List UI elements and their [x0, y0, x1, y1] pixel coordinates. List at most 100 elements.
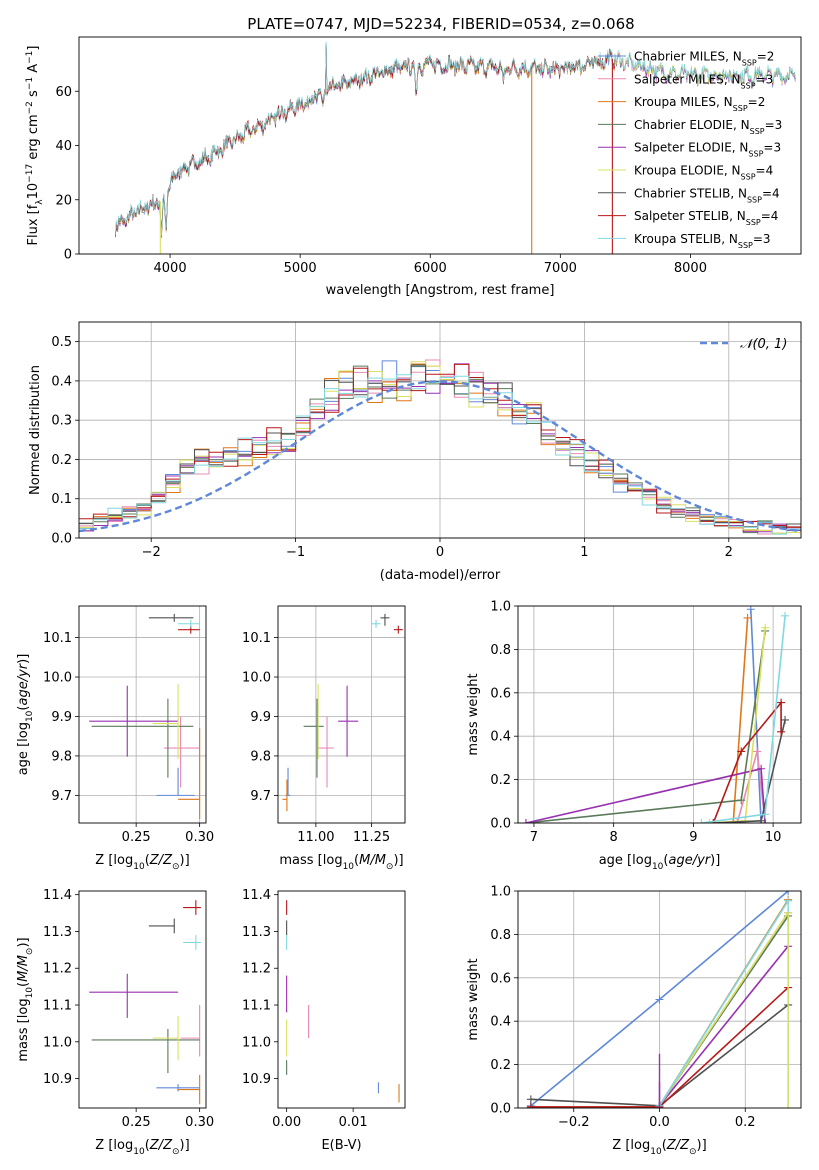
y-tick-label: 9.8: [250, 749, 271, 764]
weight-marker: [655, 995, 664, 1004]
weight-line: [658, 900, 789, 1107]
error-bar-point: [178, 1074, 201, 1105]
weight-marker: [777, 727, 786, 736]
y-tick-label: 0.2: [490, 773, 511, 788]
figure-title: PLATE=0747, MJD=52234, FIBERID=0534, z=0…: [247, 15, 634, 33]
x-tick-label: 0.2: [735, 1115, 756, 1130]
x-tick-label: 4000: [154, 261, 187, 276]
y-tick-label: 0.8: [490, 928, 511, 943]
chart-mass_vs_Z: 0.25 0.30 10.9 11.0 11.1 11.2 11.3 11.4 Z [log10…: [16, 888, 214, 1157]
chart-mass_vs_EBV: 0.00 0.01 10.9 11.0 11.1 11.2 11.3 11.4 E(B-V): [242, 888, 406, 1153]
y-tick-label: 1.0: [490, 600, 511, 615]
y-tick-label: 10.9: [242, 1072, 271, 1087]
chart-residual_histogram: −2 −1 0 1 2 0.0 0.1 0.2 0.3 0.4 0.5 𝒩(0, 1) (data-mo…: [28, 321, 802, 583]
x-tick-label: 0.00: [272, 1115, 301, 1130]
chart-age_vs_Z: 0.25 0.30 9.7 9.8 9.9 10.0 10.1 Z [log10(Z/Z⊙)]…: [16, 605, 214, 872]
y-tick-label: 11.1: [43, 999, 72, 1014]
spectrum-line: [115, 47, 626, 238]
plot-area: [79, 359, 801, 535]
axes-frame: [277, 605, 406, 824]
weight-marker: [709, 819, 718, 823]
error-bar-point: [156, 767, 195, 796]
x-tick-label: −1: [286, 545, 305, 560]
y-tick-label: 0.6: [490, 971, 511, 986]
y-tick-label: 0: [64, 248, 72, 263]
weight-marker: [757, 816, 766, 823]
x-tick-label: 0.25: [122, 1115, 151, 1130]
y-tick-label: 11.2: [242, 962, 271, 977]
plot-area: [89, 613, 201, 820]
spectrum-legend: Chabrier MILES, NSSP=2 Salpeter MILES, NS…: [598, 50, 782, 249]
histogram-series: [79, 361, 801, 534]
y-tick-label: 10.9: [43, 1072, 72, 1087]
weight-marker: [781, 611, 790, 620]
histogram-legend: 𝒩(0, 1): [700, 337, 787, 352]
chart-mass_weight_vs_age: 7 8 9 10 0.0 0.2 0.4 0.6 0.8 1.0 age [log10(age/yr…: [466, 600, 802, 872]
error-bar-point: [178, 619, 200, 628]
x-tick-label: 5000: [284, 261, 317, 276]
x-tick-label: 0.01: [339, 1115, 368, 1130]
x-tick-label: 7: [530, 830, 538, 845]
y-tick-label: 0.4: [490, 1015, 511, 1030]
y-tick-label: 0.2: [490, 1058, 511, 1073]
error-bar-point: [91, 698, 194, 778]
y-tick-label: 0.2: [51, 453, 72, 468]
weight-marker: [746, 606, 755, 614]
plot-area: [521, 606, 790, 823]
plot-area: [89, 900, 201, 1105]
x-tick-label: 11.00: [297, 830, 334, 845]
x-tick-label: 8: [610, 830, 618, 845]
weight-marker: [705, 819, 714, 823]
y-tick-label: 0.6: [490, 686, 511, 701]
axes-frame: [78, 36, 802, 255]
weight-marker: [757, 764, 766, 773]
y-tick-label: 11.0: [43, 1035, 72, 1050]
x-tick-label: 0.0: [649, 1115, 670, 1130]
normal-curve: [79, 380, 801, 533]
y-tick-label: 0.5: [51, 335, 72, 350]
y-tick-label: 10.0: [242, 671, 271, 686]
error-bar-point: [152, 1016, 179, 1061]
y-tick-label: 11.4: [242, 888, 271, 903]
weight-marker: [761, 623, 770, 632]
chart-age_vs_mass: 11.00 11.25 9.7 9.8 9.9 10.0 10.1 mass [log10(M…: [242, 605, 406, 872]
y-tick-label: 0.0: [490, 1102, 511, 1117]
y-tick-label: 11.2: [43, 962, 72, 977]
y-axis-label: mass weight: [466, 673, 481, 755]
spectrum-line: [115, 41, 796, 236]
weight-marker: [737, 747, 746, 756]
weight-marker: [761, 810, 770, 819]
plot-area: [526, 891, 793, 1108]
y-tick-label: 9.7: [51, 789, 72, 804]
x-tick-label: 0.30: [185, 830, 214, 845]
chart-spectrum: 4000 5000 6000 7000 8000 0 20 40 60 wavelength [A…: [25, 36, 802, 298]
y-axis-label: mass weight: [466, 958, 481, 1040]
y-tick-label: 10.1: [43, 631, 72, 646]
x-tick-label: 0.25: [122, 830, 151, 845]
error-bar-point: [393, 625, 403, 634]
x-tick-label: −2: [142, 545, 161, 560]
error-bar-point: [380, 613, 390, 626]
y-tick-label: 0.0: [51, 532, 72, 547]
y-tick-label: 9.7: [250, 789, 271, 804]
y-tick-label: 10.0: [43, 671, 72, 686]
weight-marker: [781, 715, 790, 724]
y-tick-label: 9.8: [51, 749, 72, 764]
error-bar-point: [318, 716, 334, 788]
x-axis-label: wavelength [Angstrom, rest frame]: [326, 283, 555, 298]
weight-line: [658, 945, 789, 1107]
plot-area: [282, 613, 403, 812]
error-bar-point: [303, 698, 324, 778]
legend-entry: 𝒩(0, 1): [740, 337, 787, 352]
error-bar-point: [164, 716, 200, 788]
weight-marker: [784, 891, 793, 895]
axes-frame: [78, 605, 207, 824]
chart-mass_weight_vs_Z: −0.2 0.0 0.2 0.0 0.2 0.4 0.6 0.8 1.0 Z [log10(Z/Z…: [466, 885, 802, 1157]
axes-frame: [78, 321, 802, 539]
histogram-series: [79, 374, 801, 535]
x-tick-label: 11.25: [353, 830, 390, 845]
y-axis-label: age [log10(age/yr)]: [16, 654, 35, 776]
weight-marker: [526, 1095, 535, 1104]
weight-marker: [777, 698, 786, 707]
